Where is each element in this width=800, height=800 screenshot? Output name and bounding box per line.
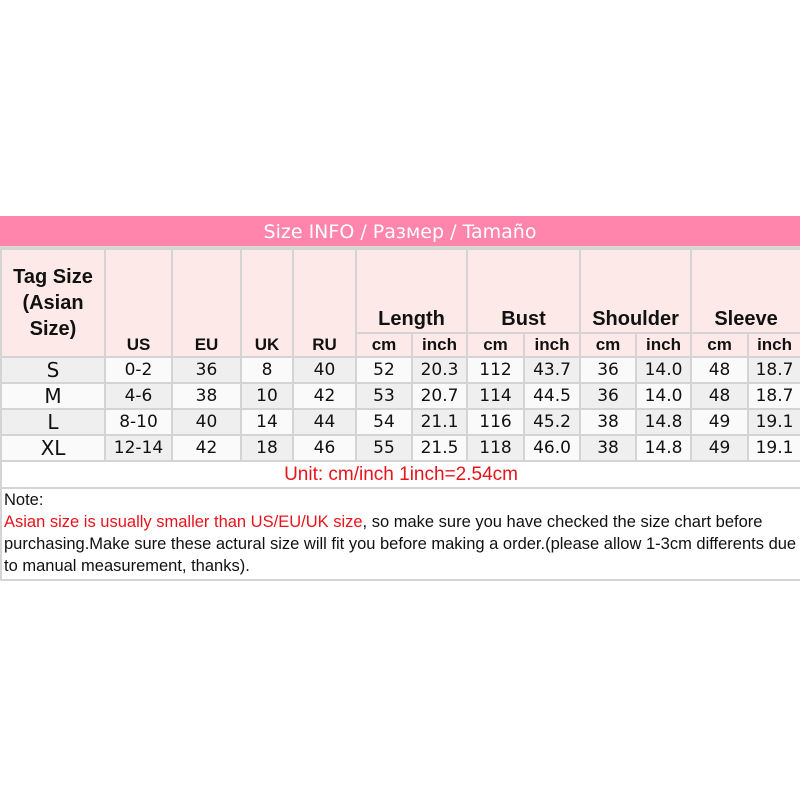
size-table: Tag Size (Asian Size) US EU UK RU Length… [0, 248, 800, 581]
unit-cm: cm [579, 332, 638, 358]
cell-length-in: 20.7 [411, 382, 468, 410]
header-bust: Bust [465, 248, 582, 334]
cell-shoulder-in: 14.8 [635, 434, 693, 462]
cell-tag: S [0, 356, 106, 384]
table-row: XL 12-14 42 18 46 55 21.5 118 46.0 38 14.8 49 19.1 [0, 434, 800, 462]
cell-sleeve-in: 18.7 [747, 356, 800, 384]
unit-cm: cm [690, 332, 750, 358]
header-length: Length [355, 248, 468, 334]
cell-sleeve-cm: 49 [690, 408, 750, 436]
note: Note: Asian size is usually smaller than … [0, 487, 800, 581]
cell-sleeve-in: 18.7 [747, 382, 800, 410]
unit-inch: inch [635, 332, 693, 358]
cell-length-cm: 55 [355, 434, 413, 462]
tag-line: (Asian [22, 292, 84, 314]
cell-shoulder-cm: 36 [579, 356, 638, 384]
cell-length-cm: 54 [355, 408, 413, 436]
cell-length-cm: 53 [355, 382, 413, 410]
unit-note: Unit: cm/inch 1inch=2.54cm [0, 460, 800, 489]
chart-title: Size INFO / Размер / Tamaño [0, 216, 800, 248]
header-shoulder: Shoulder [579, 248, 693, 334]
cell-eu: 36 [171, 356, 242, 384]
cell-uk: 14 [240, 408, 294, 436]
cell-bust-cm: 118 [466, 434, 525, 462]
tag-line: Size) [29, 318, 77, 340]
cell-tag: L [0, 408, 106, 436]
header-uk: UK [240, 248, 294, 358]
cell-bust-in: 46.0 [522, 434, 582, 462]
table-row: M 4-6 38 10 42 53 20.7 114 44.5 36 14.0 48 18.7 [0, 382, 800, 410]
cell-sleeve-cm: 49 [690, 434, 750, 462]
cell-uk: 8 [240, 356, 294, 384]
cell-us: 12-14 [104, 434, 173, 462]
cell-eu: 42 [171, 434, 242, 462]
cell-shoulder-cm: 38 [579, 408, 638, 436]
cell-length-in: 21.1 [411, 408, 468, 436]
note-warning: Asian size is usually smaller than US/EU… [4, 513, 363, 531]
cell-bust-cm: 116 [466, 408, 525, 436]
unit-cm: cm [466, 332, 525, 358]
header-tag-size: Tag Size (Asian Size) [0, 248, 106, 358]
cell-eu: 38 [171, 382, 242, 410]
note-label: Note: [4, 491, 44, 509]
cell-length-in: 20.3 [411, 356, 468, 384]
cell-length-in: 21.5 [411, 434, 468, 462]
header-us: US [104, 248, 173, 358]
header-sleeve: Sleeve [690, 248, 800, 334]
cell-eu: 40 [171, 408, 242, 436]
cell-bust-cm: 112 [466, 356, 525, 384]
unit-cm: cm [355, 332, 413, 358]
cell-ru: 46 [292, 434, 357, 462]
cell-shoulder-in: 14.8 [635, 408, 693, 436]
cell-tag: M [0, 382, 106, 410]
cell-bust-in: 45.2 [522, 408, 582, 436]
cell-shoulder-cm: 36 [579, 382, 638, 410]
unit-inch: inch [522, 332, 582, 358]
cell-sleeve-in: 19.1 [747, 434, 800, 462]
cell-bust-in: 43.7 [522, 356, 582, 384]
cell-shoulder-cm: 38 [579, 434, 638, 462]
cell-shoulder-in: 14.0 [635, 382, 693, 410]
cell-bust-in: 44.5 [522, 382, 582, 410]
cell-shoulder-in: 14.0 [635, 356, 693, 384]
note-body: , so make sure you have checked the size… [4, 513, 797, 575]
cell-sleeve-cm: 48 [690, 356, 750, 384]
cell-ru: 44 [292, 408, 357, 436]
cell-us: 4-6 [104, 382, 173, 410]
unit-inch: inch [411, 332, 468, 358]
cell-bust-cm: 114 [466, 382, 525, 410]
header-eu: EU [171, 248, 242, 358]
cell-us: 8-10 [104, 408, 173, 436]
cell-ru: 40 [292, 356, 357, 384]
cell-sleeve-cm: 48 [690, 382, 750, 410]
table-row: S 0-2 36 8 40 52 20.3 112 43.7 36 14.0 48 18.7 [0, 356, 800, 384]
cell-us: 0-2 [104, 356, 173, 384]
unit-inch: inch [747, 332, 800, 358]
header-ru: RU [292, 248, 357, 358]
size-chart: Size INFO / Размер / Tamaño Tag Size (As… [0, 216, 800, 581]
cell-uk: 10 [240, 382, 294, 410]
cell-ru: 42 [292, 382, 357, 410]
cell-tag: XL [0, 434, 106, 462]
cell-sleeve-in: 19.1 [747, 408, 800, 436]
cell-length-cm: 52 [355, 356, 413, 384]
table-row: L 8-10 40 14 44 54 21.1 116 45.2 38 14.8 49 19.1 [0, 408, 800, 436]
tag-line: Tag Size [13, 266, 93, 288]
cell-uk: 18 [240, 434, 294, 462]
